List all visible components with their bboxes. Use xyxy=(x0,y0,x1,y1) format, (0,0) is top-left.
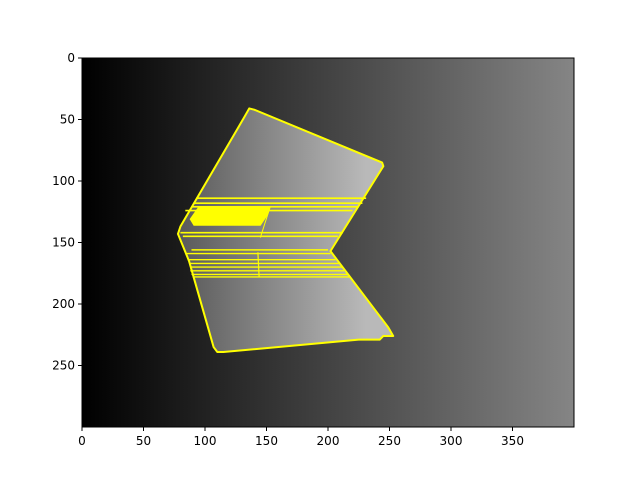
y-tick-label: 250 xyxy=(52,359,75,373)
x-tick-label: 100 xyxy=(194,434,217,448)
y-tick-label: 0 xyxy=(67,51,75,65)
band-lower-separator xyxy=(257,252,260,277)
x-tick-label: 150 xyxy=(255,434,278,448)
x-tick-label: 300 xyxy=(440,434,463,448)
y-tick-label: 100 xyxy=(52,174,75,188)
x-tick-label: 250 xyxy=(378,434,401,448)
band-upper-solid xyxy=(189,206,271,226)
x-tick-label: 0 xyxy=(78,434,86,448)
y-tick-label: 200 xyxy=(52,297,75,311)
y-tick-label: 50 xyxy=(60,113,75,127)
object-outline xyxy=(176,107,395,353)
band-upper-separator xyxy=(259,206,271,238)
y-tick-label: 150 xyxy=(52,236,75,250)
x-tick-label: 50 xyxy=(136,434,151,448)
x-axis: 0 50 100 150 200 250 300 350 xyxy=(78,427,524,448)
y-axis: 0 50 100 150 200 250 xyxy=(52,51,82,373)
x-tick-label: 200 xyxy=(317,434,340,448)
plot-area xyxy=(81,57,575,428)
x-tick-label: 350 xyxy=(501,434,524,448)
object-layer xyxy=(176,107,395,353)
